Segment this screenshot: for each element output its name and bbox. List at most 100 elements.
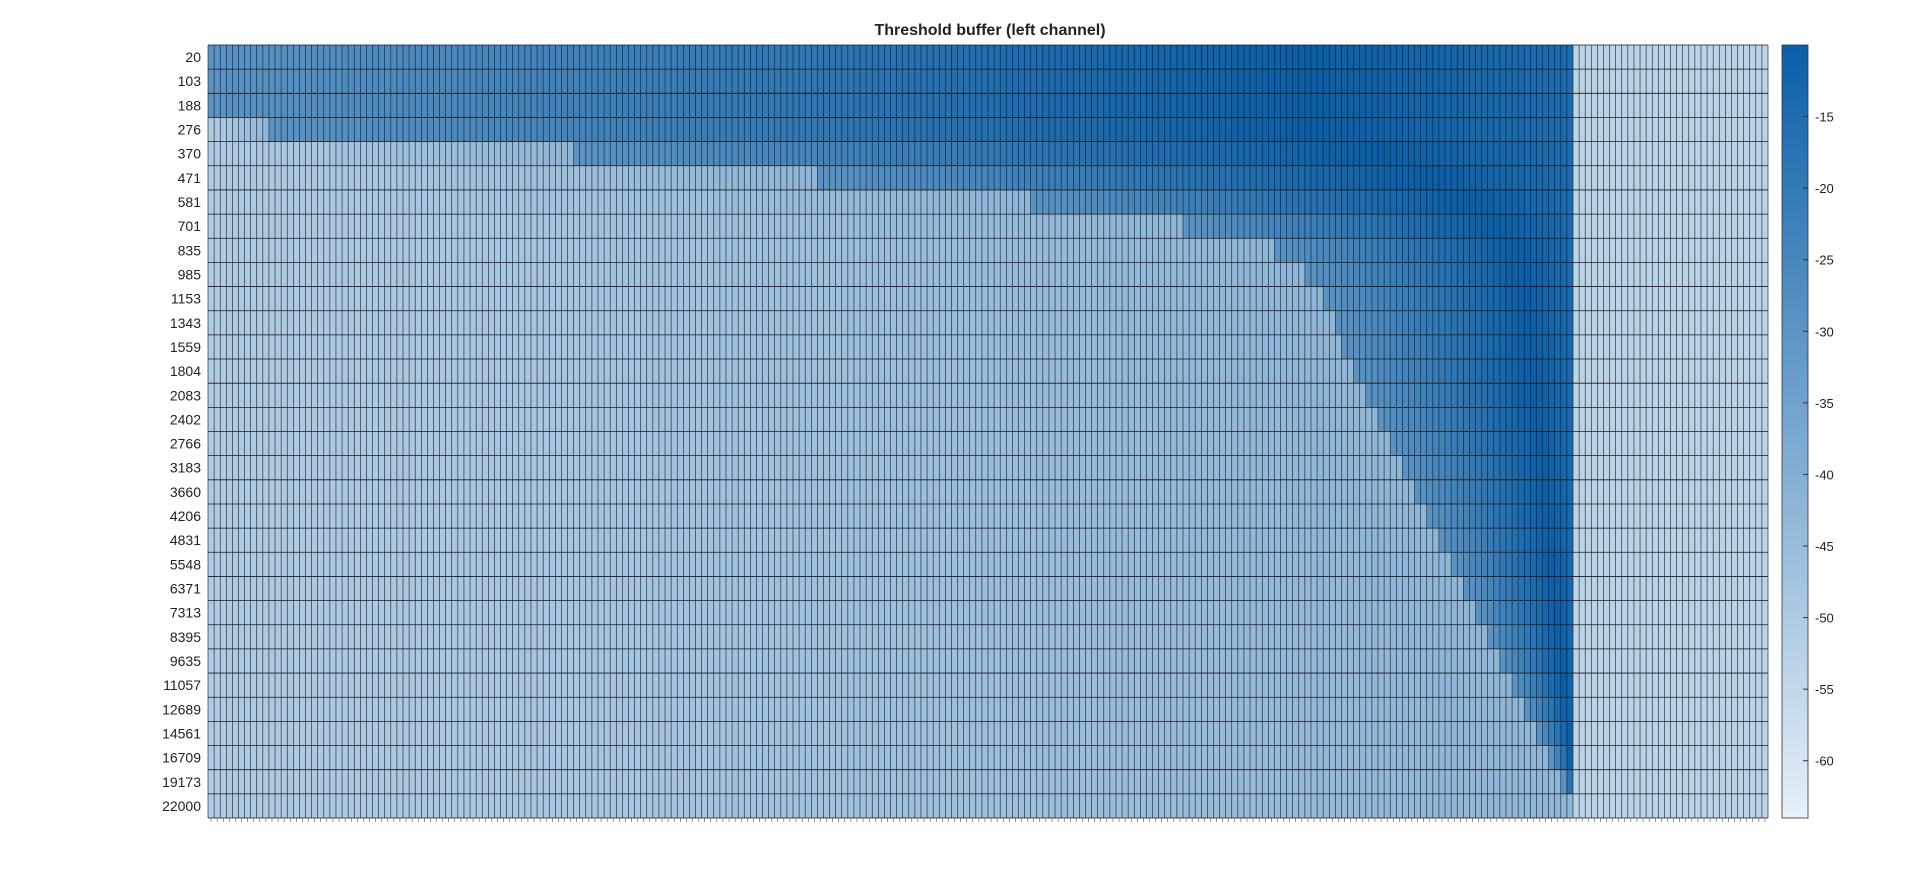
heatmap-cell	[963, 141, 970, 166]
heatmap-cell	[1085, 334, 1092, 360]
heatmap-cell	[1487, 93, 1494, 118]
heatmap-cell	[1445, 334, 1452, 360]
heatmap-cell	[1109, 117, 1117, 142]
heatmap-cell	[512, 359, 519, 384]
heatmap-cell	[1627, 165, 1635, 191]
heatmap-cell	[1384, 165, 1391, 191]
heatmap-cell	[543, 359, 550, 384]
heatmap-cell	[537, 383, 544, 408]
heatmap-cell	[1694, 238, 1702, 263]
heatmap-cell	[1585, 214, 1592, 239]
heatmap-cell	[622, 93, 629, 118]
heatmap-cell	[457, 455, 465, 481]
heatmap-cell	[524, 93, 532, 118]
heatmap-cell	[1761, 93, 1769, 118]
heatmap-cell	[677, 503, 684, 529]
heatmap-cell	[329, 69, 337, 94]
heatmap-cell	[317, 310, 324, 336]
heatmap-cell	[1140, 93, 1147, 118]
heatmap-cell	[384, 503, 392, 529]
heatmap-cell	[1451, 93, 1458, 118]
heatmap-cell	[1719, 359, 1726, 384]
heatmap-cell	[1073, 189, 1080, 215]
heatmap-cell	[1042, 93, 1050, 118]
heatmap-cell	[1213, 455, 1220, 481]
heatmap-cell	[1384, 69, 1391, 94]
heatmap-cell	[1280, 310, 1287, 336]
heatmap-cell	[256, 359, 264, 384]
heatmap-cell	[1237, 45, 1245, 70]
heatmap-cell	[744, 503, 751, 529]
heatmap-cell	[689, 45, 696, 70]
heatmap-cell	[1323, 214, 1330, 239]
heatmap-cell	[1353, 455, 1360, 481]
heatmap-cell	[482, 69, 489, 94]
heatmap-cell	[500, 262, 507, 287]
heatmap-cell	[445, 93, 452, 118]
heatmap-cell	[1280, 141, 1287, 166]
heatmap-cell	[354, 479, 361, 505]
heatmap-cell	[1384, 479, 1391, 505]
heatmap-cell	[1176, 407, 1184, 432]
heatmap-cell	[463, 359, 471, 384]
heatmap-cell	[1213, 189, 1220, 215]
heatmap-cell	[1548, 45, 1555, 70]
heatmap-cell	[1183, 45, 1190, 70]
heatmap-cell	[1749, 455, 1757, 481]
heatmap-cell	[945, 407, 952, 432]
heatmap-cell	[768, 262, 775, 287]
heatmap-cell	[1317, 431, 1324, 456]
heatmap-cell	[591, 45, 599, 70]
heatmap-cell	[1042, 117, 1050, 142]
heatmap-cell	[756, 479, 763, 505]
heatmap-cell	[1554, 262, 1562, 287]
heatmap-cell	[1579, 359, 1586, 384]
heatmap-cell	[390, 310, 398, 336]
heatmap-cell	[1335, 141, 1342, 166]
heatmap-cell	[1524, 117, 1531, 142]
heatmap-cell	[896, 431, 903, 456]
heatmap-cell	[1036, 286, 1044, 311]
heatmap-cell	[427, 214, 434, 239]
heatmap-cell	[268, 503, 276, 529]
heatmap-cell	[719, 238, 727, 263]
heatmap-cell	[1560, 479, 1568, 505]
heatmap-cell	[366, 262, 373, 287]
heatmap-cell	[433, 431, 440, 456]
heatmap-cell	[1530, 238, 1537, 263]
heatmap-cell	[1646, 141, 1653, 166]
heatmap-cell	[872, 455, 879, 481]
heatmap-cell	[561, 286, 568, 311]
heatmap-cell	[1189, 286, 1196, 311]
heatmap-cell	[543, 69, 550, 94]
heatmap-cell	[1536, 93, 1543, 118]
heatmap-cell	[1335, 165, 1342, 191]
heatmap-cell	[1365, 189, 1373, 215]
heatmap-cell	[1280, 479, 1287, 505]
heatmap-cell	[1067, 117, 1074, 142]
heatmap-cell	[208, 262, 215, 287]
heatmap-cell	[1390, 286, 1397, 311]
heatmap-cell	[1731, 359, 1738, 384]
heatmap-cell	[1493, 45, 1501, 70]
heatmap-cell	[287, 431, 294, 456]
heatmap-cell	[927, 214, 934, 239]
heatmap-cell	[396, 117, 404, 142]
heatmap-cell	[555, 383, 562, 408]
heatmap-cell	[768, 214, 775, 239]
heatmap-cell	[1274, 214, 1281, 239]
heatmap-cell	[268, 141, 276, 166]
heatmap-cell	[878, 93, 885, 118]
heatmap-cell	[1646, 455, 1653, 481]
heatmap-cell	[1390, 455, 1397, 481]
heatmap-cell	[1414, 45, 1421, 70]
heatmap-cell	[585, 165, 593, 191]
heatmap-cell	[1085, 214, 1092, 239]
heatmap-cell	[786, 141, 794, 166]
heatmap-cell	[214, 262, 221, 287]
heatmap-cell	[908, 503, 916, 529]
heatmap-cell	[884, 407, 891, 432]
heatmap-cell	[1189, 455, 1196, 481]
heatmap-cell	[1737, 238, 1744, 263]
heatmap-cell	[1761, 407, 1769, 432]
